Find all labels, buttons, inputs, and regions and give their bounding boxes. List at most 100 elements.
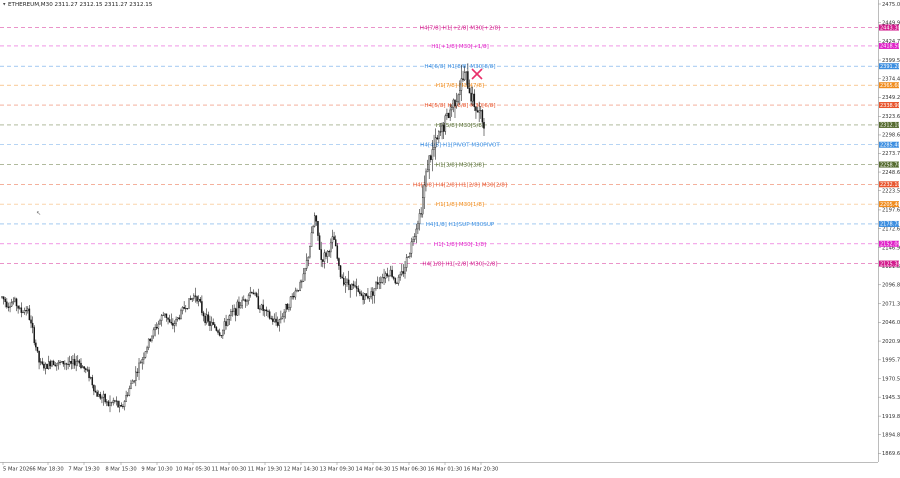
candle-body: [384, 273, 387, 279]
candle-body: [57, 361, 60, 364]
candle-body: [301, 281, 303, 283]
candles: [1, 63, 485, 413]
candle-body: [43, 363, 45, 369]
candle-body: [239, 305, 242, 309]
x-tick-label: 16 Mar 20:30: [464, 467, 499, 473]
candle-body: [441, 125, 443, 133]
candle-body: [197, 298, 200, 302]
price-tag-box: [879, 24, 899, 31]
candle-body: [60, 361, 63, 363]
candle-body: [459, 90, 461, 96]
candle-body: [257, 296, 260, 309]
candle-body: [234, 308, 237, 316]
candle-body: [457, 94, 459, 102]
level-label: H4[4/8] H1[PIVOT M30PIVOT: [420, 143, 500, 149]
symbol-dropdown-icon[interactable]: ▾: [3, 2, 6, 8]
candle-body: [357, 288, 360, 292]
x-tick-label: 9 Mar 10:30: [141, 467, 172, 473]
candle-body: [418, 213, 421, 224]
candle-body: [475, 106, 477, 111]
candle-body: [72, 359, 74, 364]
price-tag-box: [879, 102, 899, 109]
x-tick-label: 7 Mar 19:30: [68, 467, 99, 473]
x-tick-label: 13 Mar 09:30: [320, 467, 355, 473]
price-tag-box: [879, 181, 899, 188]
candle-body: [18, 307, 21, 309]
x-tick-label: 11 Mar 19:30: [248, 467, 283, 473]
candle-body: [260, 304, 263, 310]
candle-body: [365, 293, 368, 297]
candle-body: [49, 361, 52, 367]
candle-body: [444, 115, 447, 132]
candle-body: [128, 388, 131, 396]
candle-body: [293, 295, 295, 298]
candle-body: [226, 318, 229, 326]
candle-body: [209, 321, 211, 326]
candle-body: [241, 299, 243, 306]
candle-body: [110, 402, 113, 404]
y-tick-label: 2046.00: [882, 320, 900, 326]
candle-body: [405, 257, 408, 268]
candle-body: [231, 310, 234, 312]
candle-body: [1, 296, 3, 298]
candle-body: [375, 282, 377, 289]
candle-body: [2, 296, 5, 300]
candle-body: [101, 397, 103, 399]
level-label: H4[1/8] H1[SUP M30SUP: [426, 222, 495, 228]
candle-body: [70, 361, 73, 364]
candle-body: [378, 282, 380, 285]
candle-body: [359, 291, 361, 294]
y-tick-label: 2298.60: [882, 133, 900, 139]
candle-body: [35, 342, 37, 348]
candle-body: [10, 302, 13, 307]
candle-body: [215, 327, 218, 331]
candle-body: [383, 277, 385, 279]
candle-body: [402, 271, 405, 274]
y-tick-label: 1945.30: [882, 395, 900, 401]
candle-body: [426, 169, 429, 173]
candle-body: [246, 300, 248, 302]
candle-body: [201, 301, 203, 313]
candle-body: [305, 260, 308, 269]
y-tick-label: 2273.70: [882, 151, 900, 157]
candle-body: [133, 380, 135, 382]
candle-body: [125, 395, 127, 402]
price-tag-label: 2365.60: [880, 83, 900, 89]
candle-body: [81, 366, 84, 369]
candle-body: [409, 253, 411, 257]
candle-body: [392, 276, 395, 279]
candle-body: [326, 250, 329, 257]
candle-body: [97, 393, 100, 397]
candle-body: [428, 155, 430, 171]
level-label: H4[7/8] H1[+2/8] M30[+2/8]: [420, 26, 501, 32]
candle-body: [480, 110, 482, 112]
price-tag-label: 2258.70: [880, 162, 900, 168]
candle-body: [183, 307, 185, 309]
price-tag-box: [879, 63, 899, 70]
candle-body: [323, 252, 326, 262]
candle-body: [286, 303, 289, 310]
candle-body: [135, 371, 137, 381]
candle-body: [152, 329, 155, 337]
candle-body: [188, 298, 190, 309]
candle-body: [230, 311, 232, 316]
candle-body: [367, 295, 369, 299]
candle-body: [288, 307, 290, 310]
y-tick-label: 2223.50: [882, 188, 900, 194]
candle-body: [430, 155, 432, 160]
candle-body: [20, 307, 23, 313]
chart-header: ▾ ETHEREUM,M30 2311.27 2312.15 2311.27 2…: [3, 2, 153, 8]
candle-body: [462, 78, 464, 81]
candle-body: [12, 301, 15, 304]
candle-body: [205, 314, 208, 323]
candle-body: [247, 295, 250, 302]
candle-body: [15, 298, 18, 307]
candle-body: [244, 299, 247, 302]
candle-body: [309, 246, 311, 258]
candle-body: [207, 314, 210, 322]
candle-body: [372, 291, 374, 296]
candle-body: [30, 319, 32, 324]
y-tick-label: 1995.70: [882, 358, 900, 364]
